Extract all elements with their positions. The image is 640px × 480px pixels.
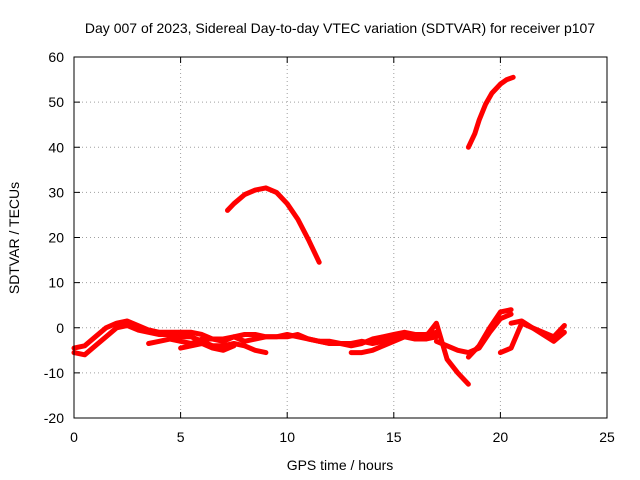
y-tick-label: 20: [48, 230, 64, 246]
series-line-sat-e: [225, 185, 322, 265]
data-series: [71, 74, 567, 387]
y-axis-label: SDTVAR / TECUs: [6, 182, 22, 294]
grid: [74, 57, 607, 418]
series-line-sat-h: [423, 320, 471, 387]
series-line-sat-j: [465, 307, 514, 360]
x-tick-label: 25: [599, 429, 615, 445]
y-tick-label: 0: [56, 320, 64, 336]
series-line-sat-g: [348, 329, 439, 356]
y-tick-label: -20: [44, 410, 64, 426]
y-tick-label: 30: [48, 184, 64, 200]
series-line-sat-c: [146, 332, 333, 346]
x-tick-label: 15: [386, 429, 402, 445]
y-tick-label: 60: [48, 49, 64, 65]
axis-ticks: 0 5 10 15 20 25 -20 -10 0 10 20 30 40 50 60: [44, 49, 615, 445]
x-tick-label: 20: [493, 429, 509, 445]
y-tick-label: 10: [48, 275, 64, 291]
series-line-sat-k: [465, 74, 516, 150]
x-tick-label: 5: [177, 429, 185, 445]
x-axis-label: GPS time / hours: [287, 457, 394, 473]
y-tick-label: 40: [48, 139, 64, 155]
series-line-sat-d: [178, 341, 237, 353]
y-tick-label: -10: [44, 365, 64, 381]
series-line-sat-i: [433, 311, 514, 356]
series-line-sat-a: [71, 318, 439, 351]
series-line-sat-m: [508, 318, 567, 344]
plot-frame: [73, 56, 608, 419]
x-tick-label: 0: [70, 429, 78, 445]
y-tick-label: 50: [48, 94, 64, 110]
chart-title: Day 007 of 2023, Sidereal Day-to-day VTE…: [85, 20, 595, 36]
x-tick-label: 10: [279, 429, 295, 445]
